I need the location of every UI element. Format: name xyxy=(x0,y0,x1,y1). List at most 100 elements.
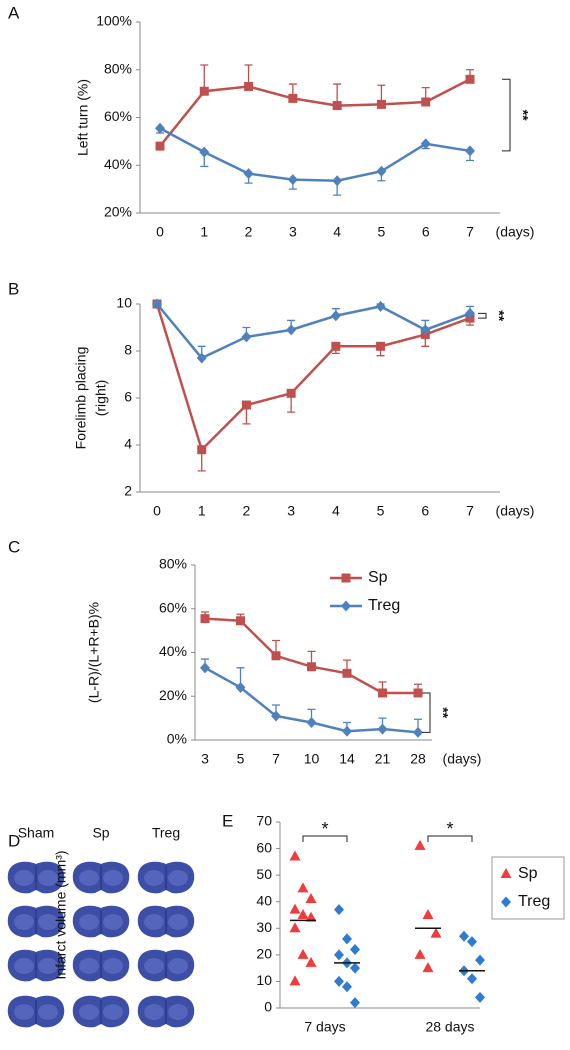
brain-slice xyxy=(7,994,65,1029)
marker xyxy=(467,936,477,948)
x-tick-label: 3 xyxy=(201,751,209,767)
marker xyxy=(155,141,165,151)
marker xyxy=(465,145,475,157)
marker xyxy=(305,911,317,922)
marker xyxy=(501,896,511,908)
annotation: ** xyxy=(435,707,451,718)
marker xyxy=(307,662,316,672)
y-tick-label: 70 xyxy=(256,813,272,829)
marker xyxy=(465,307,475,319)
series-line xyxy=(159,78,471,147)
x-tick-label: 7 days xyxy=(304,1019,345,1035)
marker xyxy=(199,86,209,96)
bracket xyxy=(422,692,431,733)
legend-label: Sp xyxy=(368,569,388,586)
bracket xyxy=(302,835,348,842)
annotation: ** xyxy=(515,110,531,121)
x-tick-label: 14 xyxy=(339,751,355,767)
annotation: * xyxy=(446,819,453,839)
series-line xyxy=(156,303,471,360)
x-tick-label: 28 days xyxy=(425,1019,474,1035)
x-axis-title: (days) xyxy=(443,751,482,767)
y-tick-label: 60 xyxy=(256,839,272,855)
x-tick-label: 28 xyxy=(410,751,426,767)
x-tick-label: 4 xyxy=(333,224,341,240)
y-tick-label: 10 xyxy=(256,972,272,988)
marker xyxy=(297,948,309,959)
marker xyxy=(332,101,342,111)
y-axis-title: Left turn (%) xyxy=(75,79,91,156)
column-label: Sp xyxy=(92,825,109,841)
y-axis-title: Infarct volume (mm³) xyxy=(53,850,69,979)
x-tick-label: 6 xyxy=(421,503,429,519)
marker xyxy=(342,933,352,945)
marker xyxy=(376,341,386,351)
x-tick-label: 5 xyxy=(378,224,386,240)
bracket xyxy=(478,312,487,319)
x-tick-label: 3 xyxy=(289,224,297,240)
brain-slice xyxy=(72,994,130,1029)
marker xyxy=(413,726,423,738)
legend-label: Sp xyxy=(518,865,538,882)
x-tick-label: 4 xyxy=(332,503,340,519)
marker xyxy=(334,904,344,916)
x-axis-title: (days) xyxy=(496,503,535,519)
marker xyxy=(200,662,210,674)
y-tick-label: 2 xyxy=(124,483,132,499)
marker xyxy=(341,573,351,583)
y-tick-label: 6 xyxy=(124,389,132,405)
marker xyxy=(197,445,207,455)
x-tick-label: 10 xyxy=(304,751,320,767)
marker xyxy=(271,651,281,661)
x-tick-label: 3 xyxy=(287,503,295,519)
marker xyxy=(376,165,387,177)
marker xyxy=(289,922,301,933)
y-tick-label: 50 xyxy=(256,866,272,882)
marker xyxy=(155,122,165,134)
brain-slice xyxy=(137,994,195,1029)
x-tick-label: 6 xyxy=(422,224,430,240)
brain-slice xyxy=(72,904,130,939)
x-tick-label: 7 xyxy=(466,224,474,240)
marker xyxy=(378,688,387,698)
y-tick-label: 40% xyxy=(159,643,187,659)
marker xyxy=(376,99,386,109)
marker xyxy=(306,717,317,728)
marker xyxy=(414,839,426,850)
marker xyxy=(413,688,423,698)
y-tick-label: 8 xyxy=(124,342,132,358)
x-axis-title: (days) xyxy=(496,224,535,240)
marker xyxy=(196,352,207,364)
annotation: * xyxy=(321,819,328,839)
marker xyxy=(288,93,298,103)
marker xyxy=(289,850,301,861)
y-axis-title: (L-R)/(L+R+B)% xyxy=(86,602,102,703)
marker xyxy=(244,81,254,91)
marker xyxy=(350,997,360,1009)
marker xyxy=(377,723,388,735)
bracket xyxy=(427,835,473,842)
marker xyxy=(297,882,309,893)
y-axis-title: Forelimb placing xyxy=(73,347,89,450)
y-tick-label: 4 xyxy=(124,436,132,452)
marker xyxy=(475,954,485,966)
y-tick-label: 40 xyxy=(256,892,272,908)
y-tick-label: 60% xyxy=(159,599,187,615)
marker xyxy=(334,975,344,987)
marker xyxy=(241,400,251,410)
marker xyxy=(271,710,281,722)
marker xyxy=(334,949,344,961)
y-tick-label: 40% xyxy=(104,156,132,172)
marker xyxy=(430,927,442,938)
marker xyxy=(375,300,386,312)
marker xyxy=(467,973,477,985)
x-tick-label: 1 xyxy=(200,224,208,240)
marker xyxy=(331,341,341,351)
marker xyxy=(350,962,360,974)
y-tick-label: 10 xyxy=(116,295,132,311)
marker xyxy=(422,909,434,919)
y-tick-label: 20% xyxy=(159,687,187,703)
marker xyxy=(297,909,309,919)
brain-slices xyxy=(7,860,195,1029)
